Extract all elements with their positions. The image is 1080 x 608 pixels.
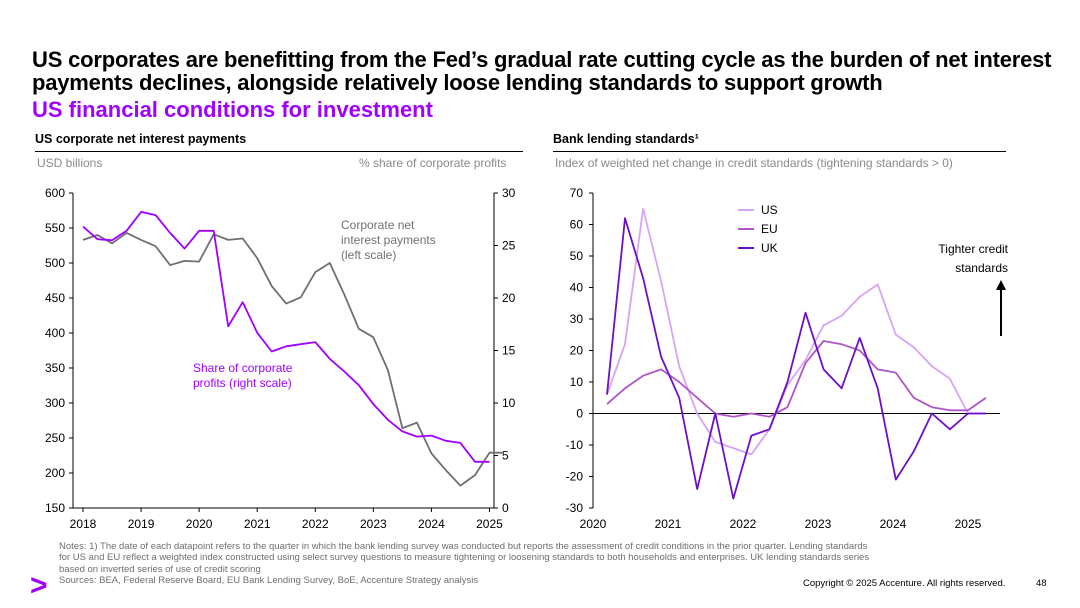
left-y-tick-label: 200 <box>45 466 65 480</box>
profit-share-label: profits (right scale) <box>193 376 292 390</box>
x-tick-label: 2025 <box>476 517 503 531</box>
interest-payments-label: (left scale) <box>341 248 396 262</box>
right-y-tick-label: 10 <box>502 396 516 410</box>
sources-text: Sources: BEA, Federal Reserve Board, EU … <box>59 574 479 586</box>
footnotes: Notes: 1) The date of each datapoint ref… <box>59 541 879 586</box>
legend-label-eu: EU <box>761 222 778 236</box>
right-panel-title: Bank lending standards¹ <box>553 132 699 146</box>
legend-label-us: US <box>761 203 778 217</box>
x-tick-label: 2025 <box>955 517 982 531</box>
lending-standards-chart: -30 -20 -10 0 10 20 30 40 50 60 70 2020 2021 2022 2023… <box>566 186 1009 531</box>
left-y-tick-label: 350 <box>45 361 65 375</box>
left-panel-rule <box>35 151 523 152</box>
y-tick-label: -20 <box>566 470 584 484</box>
x-tick-label: 2019 <box>128 517 155 531</box>
right-y-tick-label: 20 <box>502 291 516 305</box>
left-y-tick-label: 500 <box>45 256 65 270</box>
right-y-tick-label: 25 <box>502 239 516 253</box>
left-y-tick-label: 450 <box>45 291 65 305</box>
notes-text: Notes: 1) The date of each datapoint ref… <box>59 541 870 575</box>
copyright: Copyright © 2025 Accenture. All rights r… <box>803 578 1006 589</box>
left-axis-unit: USD billions <box>37 156 103 170</box>
interest-payments-label: Corporate net <box>341 218 415 232</box>
right-y-tick-label: 30 <box>502 186 516 200</box>
y-tick-label: 10 <box>570 375 584 389</box>
y-tick-label: 60 <box>570 218 584 232</box>
page-number: 48 <box>1036 578 1047 589</box>
interest-payments-label: interest payments <box>341 233 436 247</box>
tighter-credit-label: Tighter credit <box>938 242 1008 256</box>
y-tick-label: 20 <box>570 344 584 358</box>
left-y-tick-label: 550 <box>45 221 65 235</box>
legend-label-uk: UK <box>761 241 778 255</box>
right-y-tick-label: 5 <box>502 449 509 463</box>
x-tick-label: 2023 <box>805 517 832 531</box>
x-tick-label: 2024 <box>418 517 445 531</box>
tighter-credit-label: standards <box>955 261 1008 275</box>
left-y-tick-label: 400 <box>45 326 65 340</box>
series-line-us <box>606 207 986 456</box>
series-line-uk <box>606 217 986 500</box>
series-line-eu <box>606 340 987 418</box>
y-tick-label: 30 <box>570 312 584 326</box>
page-title: US corporates are benefitting from the F… <box>32 47 1052 95</box>
x-tick-label: 2022 <box>730 517 757 531</box>
right-y-tick-label: 15 <box>502 344 516 358</box>
right-axis-unit: % share of corporate profits <box>359 156 507 170</box>
accenture-logo: > <box>30 569 48 602</box>
left-y-tick-label: 250 <box>45 431 65 445</box>
y-tick-label: -30 <box>566 501 584 515</box>
page-subtitle: US financial conditions for investment <box>32 97 433 122</box>
right-y-tick-label: 0 <box>502 501 509 515</box>
right-panel-rule <box>553 151 1006 152</box>
left-y-tick-label: 600 <box>45 186 65 200</box>
x-tick-label: 2022 <box>302 517 329 531</box>
series-line-profit-share <box>82 210 490 463</box>
profit-share-label: Share of corporate <box>193 361 293 375</box>
left-y-tick-label: 150 <box>45 501 65 515</box>
tighter-credit-arrow-head <box>996 280 1006 290</box>
x-tick-label: 2023 <box>360 517 387 531</box>
x-tick-label: 2020 <box>580 517 607 531</box>
x-tick-label: 2024 <box>880 517 907 531</box>
y-tick-label: 40 <box>570 281 584 295</box>
y-tick-label: 70 <box>570 186 584 200</box>
series-line-interest-payments <box>82 232 504 487</box>
y-tick-label: -10 <box>566 438 584 452</box>
x-tick-label: 2020 <box>186 517 213 531</box>
y-tick-label: 0 <box>576 407 583 421</box>
x-tick-label: 2021 <box>655 517 682 531</box>
lending-unit: Index of weighted net change in credit s… <box>555 156 953 170</box>
x-tick-label: 2021 <box>244 517 271 531</box>
left-y-tick-label: 300 <box>45 396 65 410</box>
left-panel-title: US corporate net interest payments <box>35 132 247 146</box>
x-tick-label: 2018 <box>70 517 97 531</box>
interest-payments-chart: 1502002503003504004505005506000510152025… <box>45 186 516 531</box>
y-tick-label: 50 <box>570 249 584 263</box>
